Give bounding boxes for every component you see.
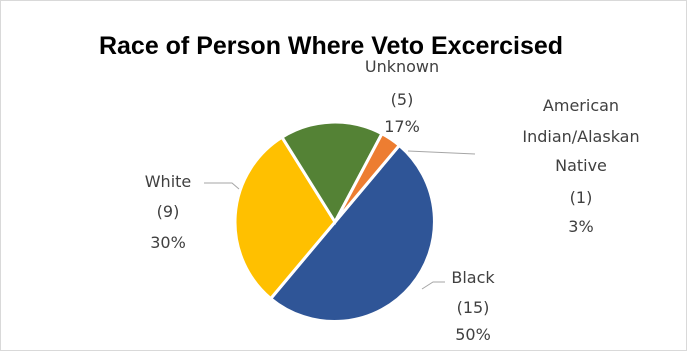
data-label-native-percent: 3% — [568, 217, 593, 236]
data-label-unknown-count: (5) — [391, 90, 414, 109]
pie-slice-american-indian-alaskan-native — [333, 131, 402, 223]
data-label-white-name: White — [145, 172, 192, 191]
data-label-white-percent: 30% — [150, 233, 186, 252]
data-label-unknown-percent: 17% — [384, 117, 420, 136]
data-label-native-name-line2: Indian/Alaskan — [522, 127, 639, 146]
data-label-black-name: Black — [451, 268, 495, 287]
data-label-native-name-line1: American — [543, 96, 619, 115]
leader-line-white — [204, 182, 240, 190]
leader-line-black — [421, 281, 445, 290]
pie-slice-white — [233, 135, 337, 301]
data-label-native-count: (1) — [570, 188, 593, 207]
chart-title: Race of Person Where Veto Excercised — [99, 32, 563, 60]
pie-slice-black — [268, 143, 436, 323]
data-label-native-name-line3: Native — [555, 156, 607, 175]
pie-slice-unknown — [279, 120, 384, 225]
data-label-unknown-name: Unknown — [365, 57, 439, 76]
data-label-black-count: (15) — [457, 298, 490, 317]
data-label-white-count: (9) — [157, 202, 180, 221]
data-label-black-percent: 50% — [455, 325, 491, 344]
leader-line-american-indian — [407, 150, 476, 155]
